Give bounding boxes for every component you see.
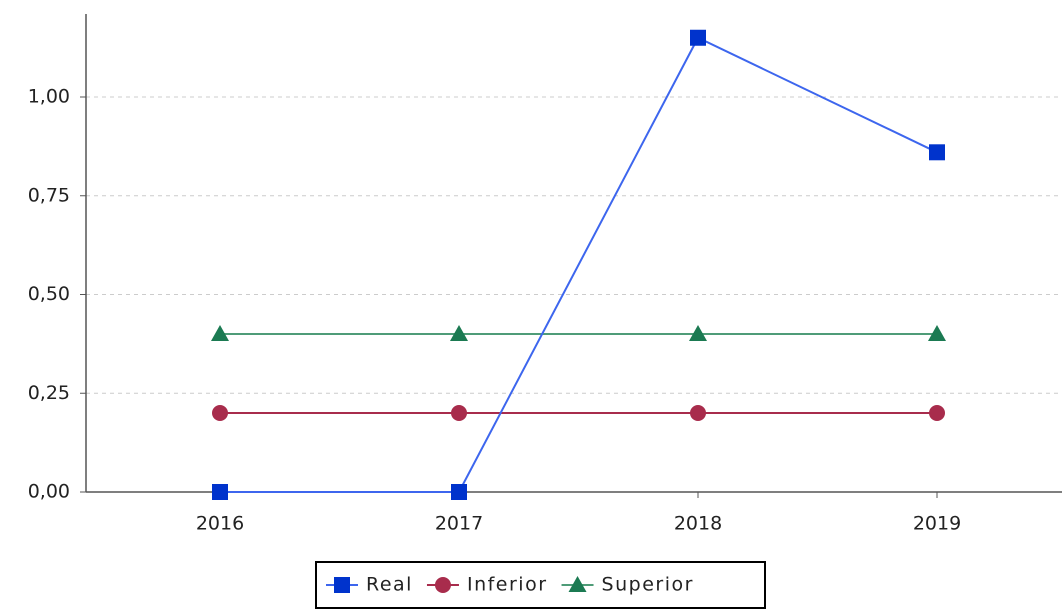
x-tick-label: 2016 bbox=[196, 513, 244, 535]
point bbox=[211, 325, 229, 341]
point bbox=[690, 29, 706, 46]
point bbox=[451, 405, 467, 421]
series-line bbox=[220, 36, 938, 493]
legend-label: Inferior bbox=[467, 574, 548, 596]
legend-marker bbox=[334, 577, 350, 593]
y-tick-label: 0,75 bbox=[28, 184, 70, 206]
legend-marker bbox=[434, 577, 451, 593]
legend-box bbox=[315, 561, 766, 609]
point bbox=[451, 484, 467, 500]
y-tick-label: 0,00 bbox=[28, 481, 70, 503]
y-tick-label: 0,25 bbox=[28, 382, 70, 404]
y-tick-label: 1,00 bbox=[28, 86, 70, 108]
point bbox=[689, 325, 707, 341]
x-tick-label: 2019 bbox=[913, 513, 961, 535]
point bbox=[928, 325, 946, 341]
point bbox=[450, 325, 468, 341]
point bbox=[212, 405, 228, 421]
point bbox=[212, 484, 228, 500]
x-tick-label: 2017 bbox=[435, 513, 483, 535]
legend-label: Superior bbox=[602, 574, 694, 596]
point bbox=[690, 405, 706, 421]
x-tick-label: 2018 bbox=[674, 513, 722, 535]
point bbox=[929, 405, 945, 421]
legend-label: Real bbox=[366, 574, 413, 596]
y-tick-label: 0,50 bbox=[28, 283, 70, 305]
point bbox=[929, 144, 945, 161]
legend-marker bbox=[568, 576, 587, 592]
